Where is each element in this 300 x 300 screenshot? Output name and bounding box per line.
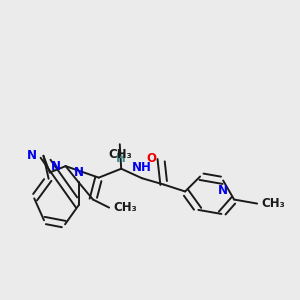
Text: N: N xyxy=(50,160,60,172)
Text: H: H xyxy=(116,152,126,165)
Text: CH₃: CH₃ xyxy=(108,148,132,161)
Text: CH₃: CH₃ xyxy=(113,201,137,214)
Text: N: N xyxy=(27,149,37,162)
Text: N: N xyxy=(74,166,84,179)
Text: NH: NH xyxy=(132,161,152,174)
Text: N: N xyxy=(218,184,228,197)
Text: CH₃: CH₃ xyxy=(261,197,285,210)
Text: O: O xyxy=(147,152,157,165)
